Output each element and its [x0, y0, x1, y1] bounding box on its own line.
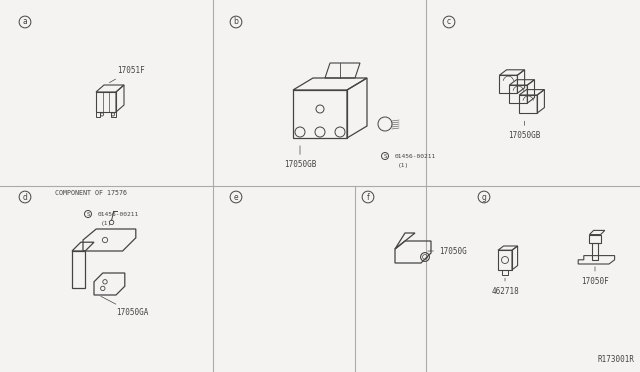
- Text: S: S: [383, 154, 387, 158]
- Text: COMPONENT OF 17576: COMPONENT OF 17576: [55, 190, 127, 196]
- Text: 17050G: 17050G: [428, 247, 467, 256]
- Text: a: a: [22, 17, 28, 26]
- Text: g: g: [481, 192, 486, 202]
- Text: 462718: 462718: [491, 278, 519, 296]
- Text: 01456-00211: 01456-00211: [98, 212, 140, 217]
- Text: 17050GB: 17050GB: [508, 121, 541, 140]
- Text: b: b: [234, 17, 239, 26]
- Text: f: f: [367, 192, 369, 202]
- Text: 01456-00211: 01456-00211: [395, 154, 436, 158]
- Text: e: e: [234, 192, 238, 202]
- Text: (1): (1): [398, 164, 409, 169]
- Text: 17050GB: 17050GB: [284, 146, 316, 169]
- Text: 17050F: 17050F: [581, 267, 609, 286]
- Text: (1): (1): [101, 221, 112, 227]
- Text: 17050GA: 17050GA: [101, 296, 148, 317]
- Text: 17051F: 17051F: [109, 66, 145, 83]
- Text: d: d: [22, 192, 28, 202]
- Text: R173001R: R173001R: [598, 355, 635, 364]
- Text: c: c: [447, 17, 451, 26]
- Text: S: S: [86, 212, 90, 217]
